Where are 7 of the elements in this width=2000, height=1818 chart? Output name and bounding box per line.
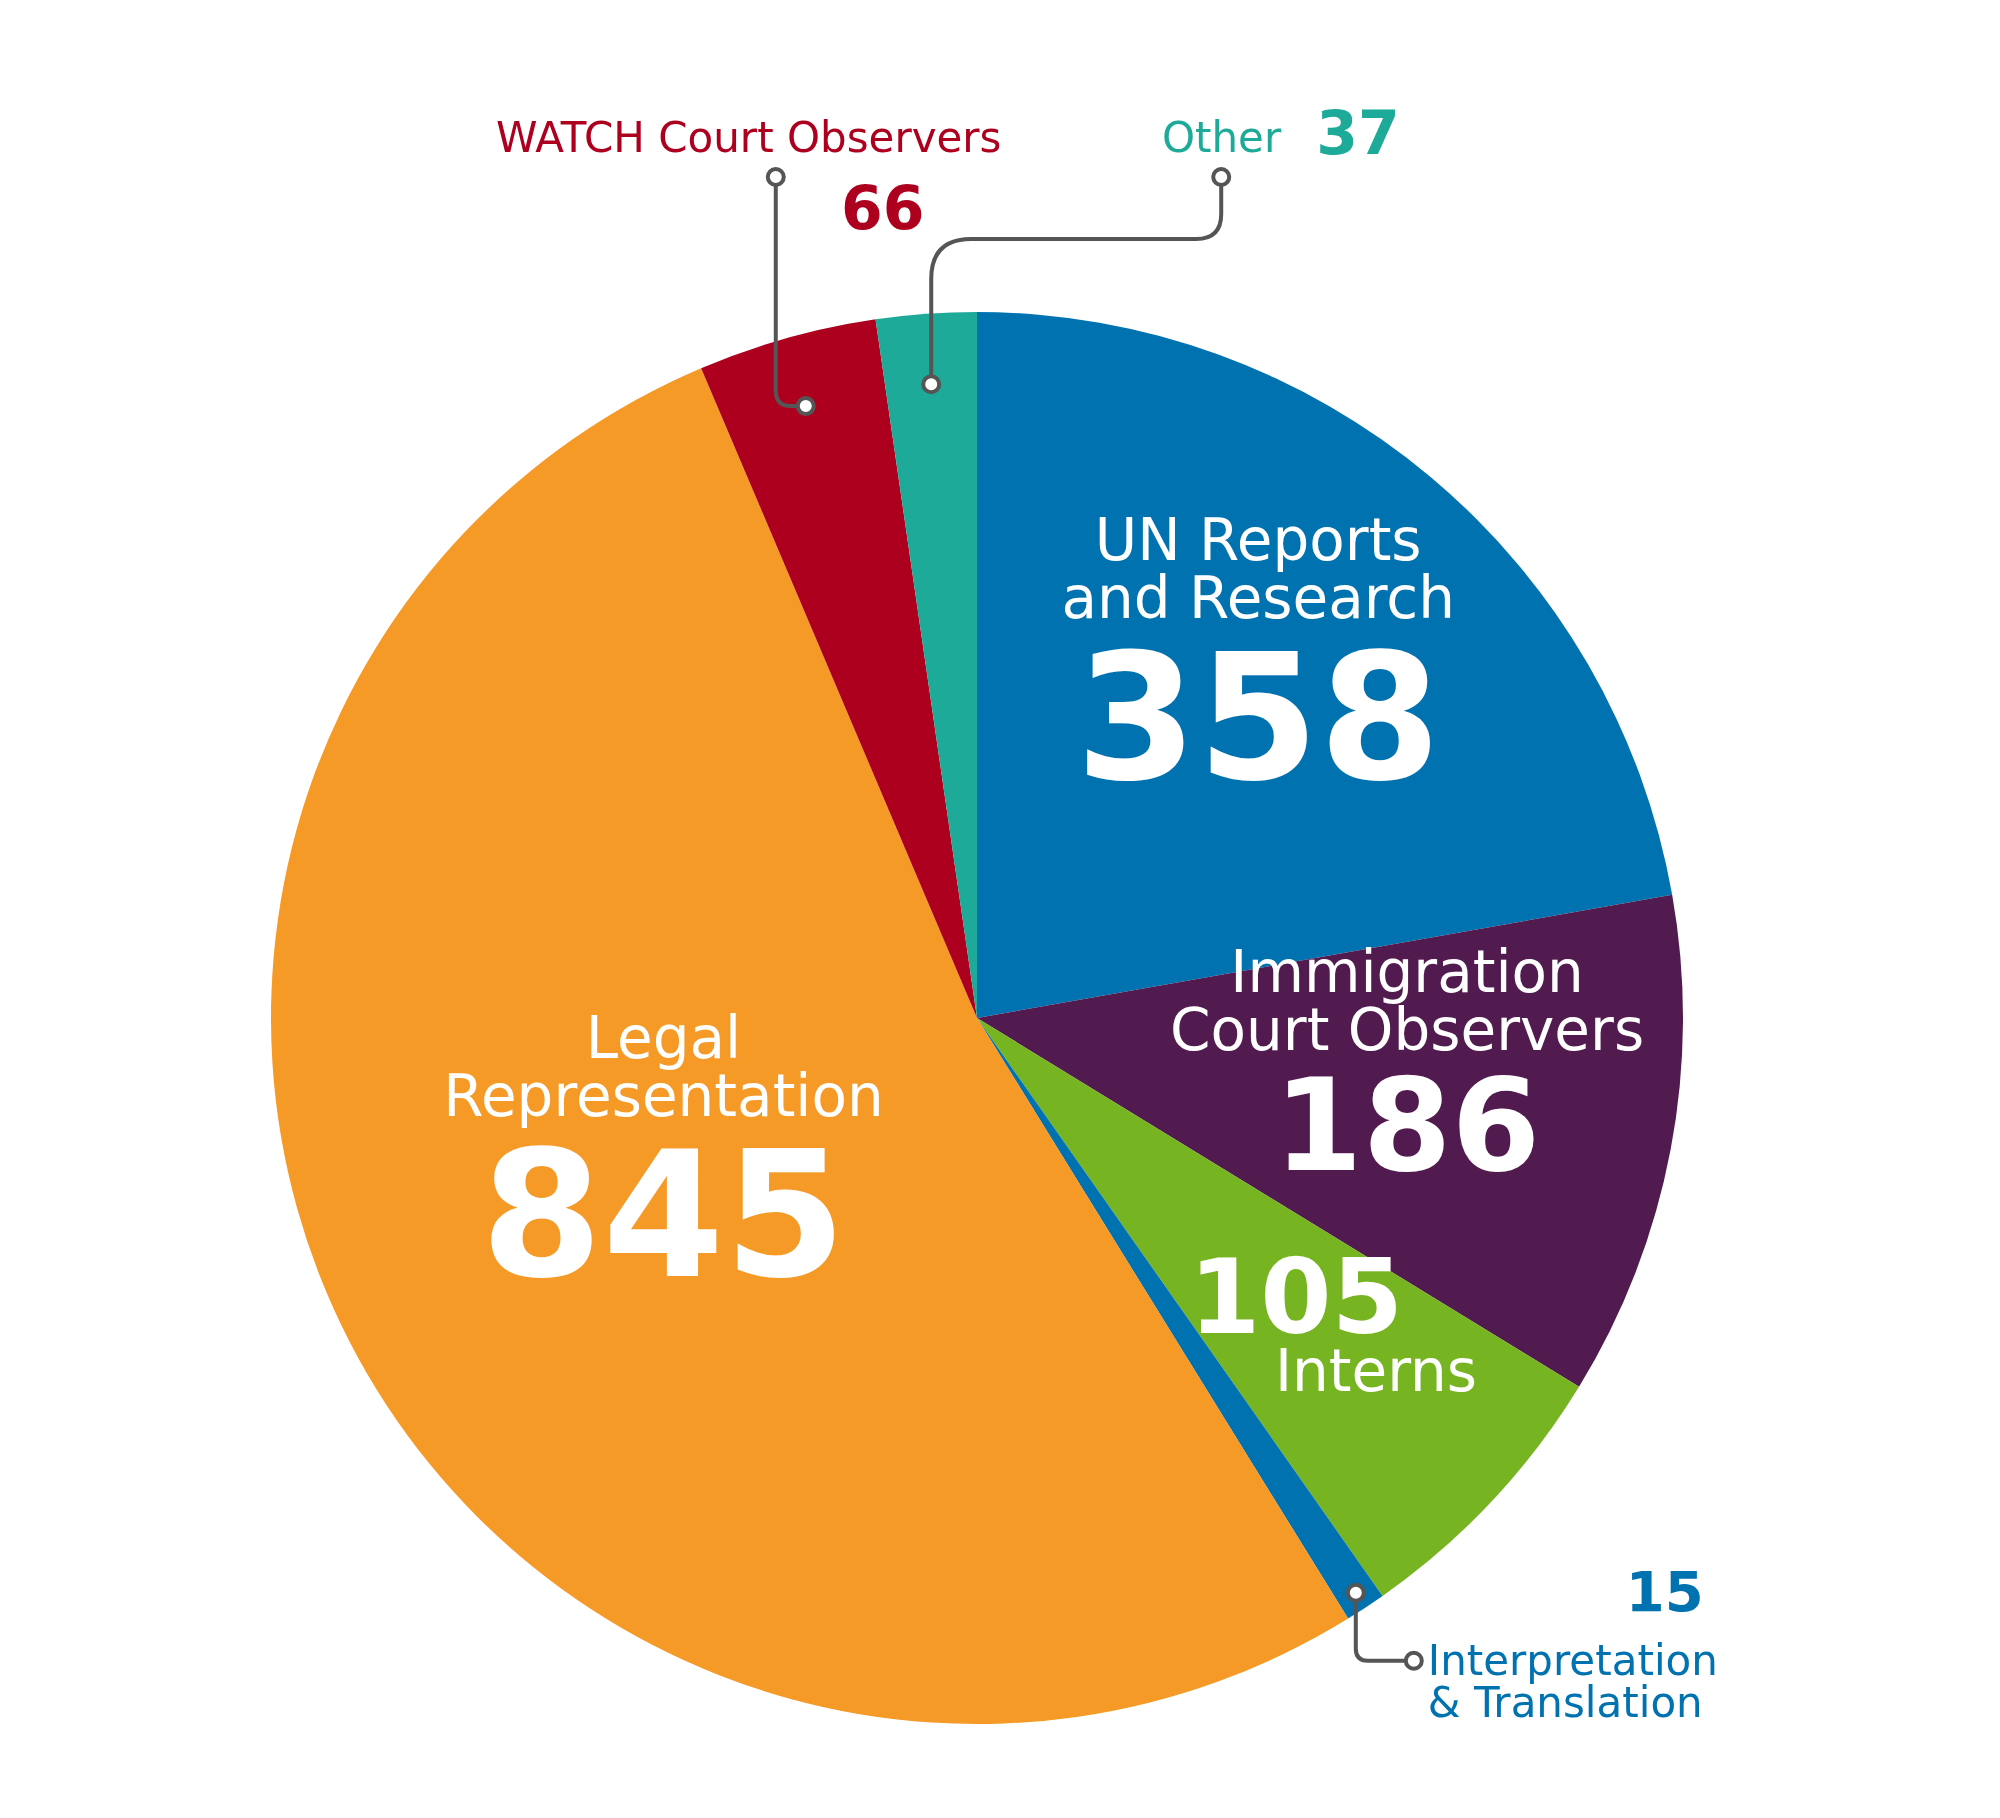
- pie-slice: [875, 312, 977, 1018]
- slice-label: Other: [1161, 113, 1282, 162]
- data-label: 37: [1316, 98, 1400, 168]
- data-label: 15: [1625, 1558, 1704, 1624]
- slice-label: WATCH Court Observers: [496, 113, 1002, 162]
- slice-label: Interpretation & Translation: [1427, 1635, 1718, 1727]
- data-label: 66: [841, 173, 925, 243]
